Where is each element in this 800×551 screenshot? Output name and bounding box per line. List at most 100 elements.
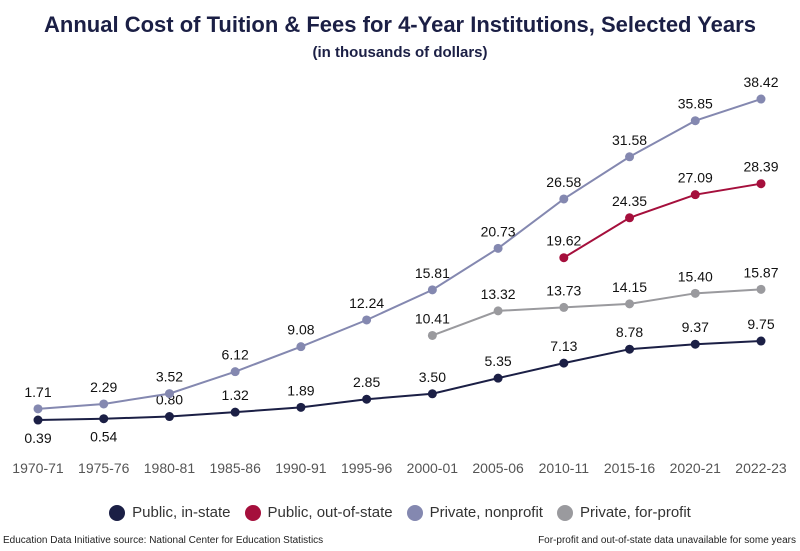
data-point: [493, 373, 503, 383]
data-point: [756, 94, 766, 104]
legend-swatch: [244, 504, 261, 521]
data-point: [427, 389, 437, 399]
legend: Public, in-state Public, out-of-state Priv…: [0, 504, 800, 521]
data-label: 28.39: [743, 159, 778, 175]
data-point: [559, 302, 569, 312]
x-tick-label: 1980-81: [144, 460, 196, 476]
data-point: [427, 330, 437, 340]
data-point: [230, 367, 240, 377]
data-point: [690, 190, 700, 200]
data-point: [690, 288, 700, 298]
data-label: 2.85: [353, 374, 380, 390]
data-point: [362, 394, 372, 404]
data-label: 2.29: [90, 379, 117, 395]
data-point: [690, 339, 700, 349]
x-tick-label: 2022-23: [735, 460, 787, 476]
data-point: [756, 336, 766, 346]
legend-swatch: [556, 504, 573, 521]
data-point: [559, 358, 569, 368]
data-point: [559, 194, 569, 204]
legend-item: Public, out-of-state: [244, 504, 393, 521]
legend-label: Private, nonprofit: [429, 504, 543, 521]
data-label: 13.73: [546, 282, 581, 298]
chart-subtitle: (in thousands of dollars): [312, 44, 488, 61]
legend-item: Public, in-state: [109, 504, 231, 521]
data-label: 26.58: [546, 174, 581, 190]
series-line: [37, 340, 762, 422]
series-line: [563, 182, 762, 259]
data-point: [690, 116, 700, 126]
data-point: [296, 402, 306, 412]
data-point: [625, 344, 635, 354]
data-label: 6.12: [222, 347, 249, 363]
data-label: 7.13: [550, 338, 577, 354]
x-tick-label: 2015-16: [604, 460, 656, 476]
data-point: [559, 253, 569, 263]
data-point: [625, 213, 635, 223]
legend-swatch: [109, 504, 126, 521]
data-label: 19.62: [546, 233, 581, 249]
x-tick-label: 1970-71: [12, 460, 64, 476]
data-label: 31.58: [612, 132, 647, 148]
x-tick-label: 2010-11: [539, 460, 590, 476]
data-label: 0.39: [24, 430, 51, 446]
legend-item: Private, nonprofit: [406, 504, 543, 521]
data-point: [493, 243, 503, 253]
x-tick-label: 2000-01: [407, 460, 459, 476]
data-point: [33, 404, 43, 414]
data-point: [362, 315, 372, 325]
data-point: [33, 415, 43, 425]
data-label: 0.54: [90, 429, 117, 445]
data-label: 27.09: [678, 170, 713, 186]
data-point: [99, 399, 109, 409]
data-point: [164, 412, 174, 422]
x-tick-label: 2020-21: [670, 460, 722, 476]
data-label: 1.71: [24, 384, 51, 400]
legend-label: Public, out-of-state: [267, 504, 393, 521]
data-point: [756, 179, 766, 189]
data-point: [493, 306, 503, 316]
data-label: 15.40: [678, 268, 713, 284]
legend-swatch: [406, 504, 423, 521]
data-point: [427, 285, 437, 295]
data-label: 24.35: [612, 193, 647, 209]
data-point: [164, 389, 174, 399]
x-tick-label: 2005-06: [472, 460, 524, 476]
x-tick-label: 1985-86: [209, 460, 261, 476]
legend-label: Private, for-profit: [579, 504, 691, 521]
data-label: 35.85: [678, 96, 713, 112]
data-label: 3.50: [419, 369, 446, 385]
data-label: 9.37: [682, 319, 709, 335]
data-point: [625, 152, 635, 162]
data-label: 15.87: [743, 264, 778, 280]
legend-item: Private, for-profit: [556, 504, 691, 521]
series-line: [432, 288, 762, 337]
data-label: 12.24: [349, 295, 384, 311]
data-label: 9.08: [287, 322, 314, 338]
data-label: 20.73: [481, 223, 516, 239]
source-note: Education Data Initiative source: Nation…: [3, 535, 324, 546]
data-label: 1.32: [222, 387, 249, 403]
data-label: 10.41: [415, 310, 450, 326]
data-label: 38.42: [743, 74, 778, 90]
data-label: 3.52: [156, 369, 183, 385]
data-point: [99, 414, 109, 424]
data-label: 1.89: [287, 382, 314, 398]
data-point: [625, 299, 635, 309]
data-label: 15.81: [415, 265, 450, 281]
data-label: 13.32: [481, 286, 516, 302]
data-point: [296, 342, 306, 352]
footnote: For-profit and out-of-state data unavail…: [538, 535, 796, 546]
data-label: 14.15: [612, 279, 647, 295]
data-label: 8.78: [616, 324, 643, 340]
legend-label: Public, in-state: [132, 504, 231, 521]
chart-title: Annual Cost of Tuition & Fees for 4-Year…: [44, 12, 756, 37]
x-tick-label: 1975-76: [78, 460, 130, 476]
x-tick-label: 1990-91: [275, 460, 327, 476]
data-label: 5.35: [484, 353, 511, 369]
data-point: [756, 284, 766, 294]
data-label: 9.75: [747, 316, 774, 332]
data-point: [230, 407, 240, 417]
